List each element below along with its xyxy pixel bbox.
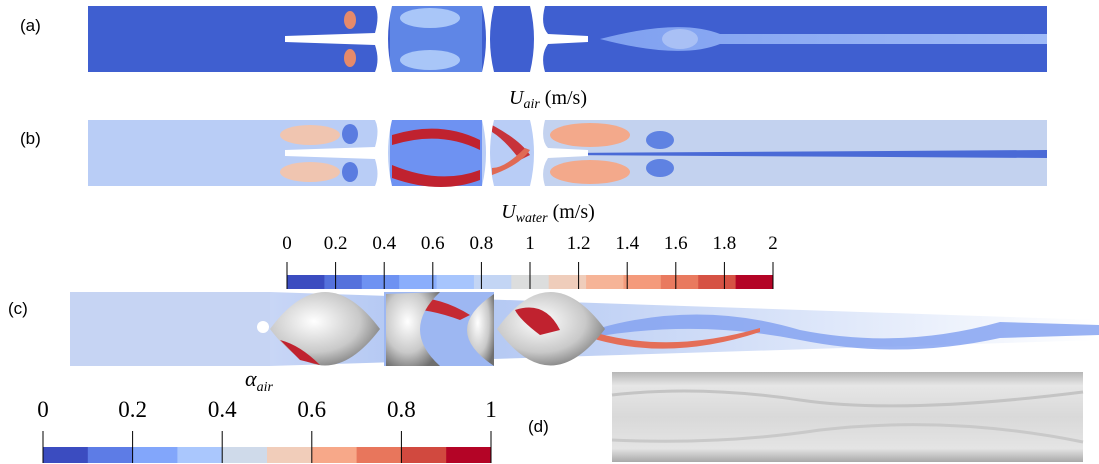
colorbar-band	[312, 447, 357, 463]
colorbar-band	[177, 447, 222, 463]
colorbar-band	[401, 447, 446, 463]
subscript: water	[516, 211, 548, 226]
panel-label: (c)	[8, 299, 28, 318]
colorbar: 0 0.2 0.4 0.6 0.8 1	[37, 397, 497, 463]
colorbar-band	[357, 447, 402, 463]
colorbar-tick-label: 0	[282, 233, 292, 254]
panel-a-field	[88, 6, 1047, 72]
subscript: air	[523, 97, 540, 112]
colorbar-band	[446, 447, 491, 463]
colorbar-band	[88, 447, 133, 463]
panel-b-field	[88, 120, 1047, 187]
colorbar-tick-label: 0.4	[372, 233, 396, 254]
unit: (m/s)	[553, 201, 595, 223]
colorbar-tick-label: 0.2	[324, 233, 348, 254]
colorbar-title: Uair(m/s)	[509, 87, 587, 112]
colorbar-band	[661, 275, 699, 289]
colorbar-tick-label: 0.6	[421, 233, 445, 254]
colorbar-tick-label: 0	[37, 397, 49, 422]
colorbar-tick-label: 0.8	[470, 233, 494, 254]
symbol: α	[245, 366, 257, 391]
colorbar-band	[736, 275, 774, 289]
colorbar-tick-label: 0.8	[387, 397, 416, 422]
colorbar-band	[287, 275, 325, 289]
colorbar-band	[623, 275, 661, 289]
colorbar-tick-label: 2	[768, 233, 778, 254]
colorbar-tick-label: 1	[485, 397, 497, 422]
colorbar-band	[437, 275, 475, 289]
colorbar-tick-label: 0.6	[297, 397, 326, 422]
colorbar-band	[267, 447, 312, 463]
colorbar-tick-label: 0.4	[208, 397, 237, 422]
panel-label: (b)	[20, 129, 41, 148]
colorbar-tick-label: 1	[525, 233, 535, 254]
colorbar-title: Uwater(m/s)	[501, 201, 595, 226]
colorbar-band	[474, 275, 512, 289]
colorbar-tick-label: 1.8	[713, 233, 737, 254]
colorbar-band	[399, 275, 437, 289]
colorbar-title: αair	[245, 366, 273, 395]
colorbar-tick-label: 1.6	[664, 233, 688, 254]
colorbar-band	[133, 447, 178, 463]
colorbar-band	[362, 275, 400, 289]
panel-label: (a)	[20, 16, 41, 35]
colorbar-band	[324, 275, 362, 289]
colorbar-band	[222, 447, 267, 463]
colorbar-band	[698, 275, 736, 289]
colorbar-band	[549, 275, 587, 289]
figure: (a) (b) (c) (d) Uair(m/s)	[0, 0, 1099, 464]
panel-c-field	[70, 292, 1099, 366]
photo	[612, 372, 1083, 462]
subscript: air	[257, 380, 274, 395]
colorbar: 0 0.2 0.4 0.6 0.8 1 1.2 1.4 1.6 1.8 2	[282, 233, 778, 289]
colorbar-tick-label: 1.2	[567, 233, 591, 254]
colorbar-band	[43, 447, 88, 463]
colorbar-tick-label: 0.2	[118, 397, 147, 422]
panel-label: (d)	[528, 417, 549, 436]
unit: (m/s)	[545, 87, 587, 109]
colorbar-tick-label: 1.4	[615, 233, 639, 254]
colorbar-band	[586, 275, 624, 289]
